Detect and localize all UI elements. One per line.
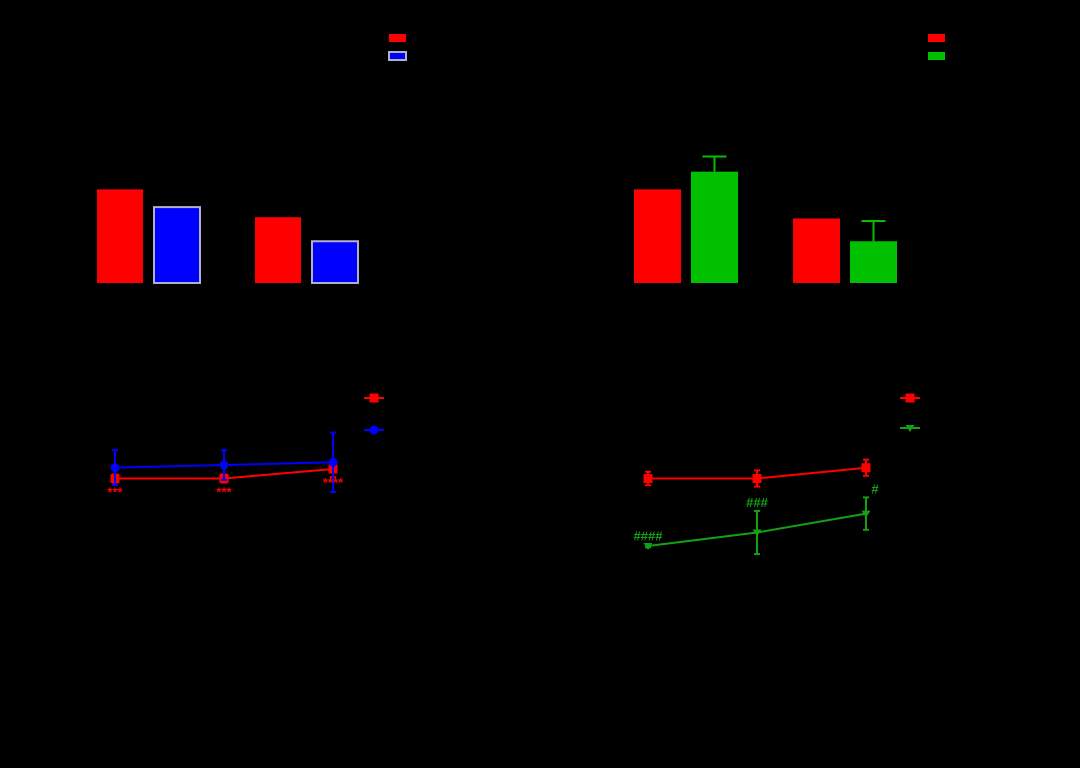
annotation-bottom-left-point1: ***	[107, 485, 123, 500]
point-bottom-right-series2-point3	[861, 510, 871, 518]
legend-swatch-top-right-series1	[928, 34, 945, 42]
bar-chart-top-right	[634, 34, 945, 283]
bar-top-right-series1-group1	[634, 189, 681, 283]
point-bottom-right-series2-point2	[752, 529, 762, 537]
legend-marker-bottom-right-series2	[905, 425, 915, 432]
point-bottom-right-series1-point1	[643, 474, 653, 483]
bar-top-left-series1-group1	[97, 189, 143, 283]
point-bottom-right-series1-point3	[861, 463, 871, 473]
legend-swatch-top-left-series1	[389, 34, 406, 42]
annotation-bottom-right-point3: #	[871, 481, 879, 496]
annotation-bottom-left-point3: ****	[323, 475, 344, 490]
legend-marker-bottom-right-series1	[905, 393, 915, 403]
bar-chart-top-left	[97, 34, 407, 285]
point-bottom-right-series1-point2	[752, 474, 762, 483]
bar-top-right-series1-group2	[793, 218, 840, 283]
bar-top-left-series1-group2	[255, 217, 301, 283]
legend-swatch-top-left-series2	[388, 51, 407, 61]
line-chart-bottom-right: ########	[634, 393, 920, 556]
point-bottom-left-series2-point2	[219, 460, 229, 470]
point-bottom-right-series2-point1	[643, 543, 653, 550]
annotation-bottom-right-point2: ###	[746, 495, 768, 510]
annotation-bottom-left-point2: ***	[216, 485, 232, 500]
legend-marker-bottom-left-series2	[369, 425, 379, 435]
bar-top-left-series2-group1	[153, 206, 201, 285]
line-chart-bottom-left: *** *******	[107, 393, 384, 500]
annotation-bottom-right-point1: ####	[634, 529, 664, 544]
bar-top-right-series2-group2	[850, 241, 897, 283]
bar-top-right-series2-group1	[691, 171, 738, 283]
legend-swatch-top-right-series2	[928, 52, 945, 60]
bar-top-left-series2-group2	[311, 240, 359, 285]
legend-marker-bottom-left-series1	[369, 393, 379, 403]
point-bottom-left-series2-point3	[328, 457, 338, 467]
point-bottom-left-series2-point1	[110, 463, 120, 473]
